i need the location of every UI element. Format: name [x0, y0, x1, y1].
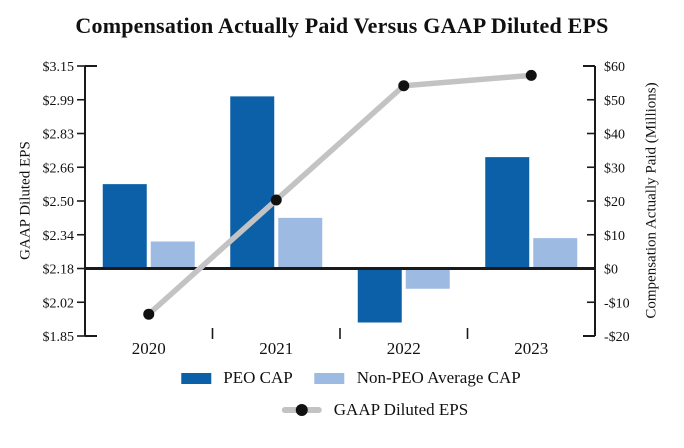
bar-non-peo-cap-2021 — [278, 217, 323, 269]
eps-marker-2021 — [270, 194, 282, 206]
legend-row-bars: PEO CAP Non-PEO Average CAP — [181, 368, 521, 388]
eps-line — [146, 72, 534, 317]
right-axis-tick-label: $20 — [604, 195, 625, 210]
right-axis-tick-label: $10 — [604, 229, 625, 244]
legend-label-peo-cap: PEO CAP — [223, 368, 293, 387]
left-axis-tick-label: $2.66 — [43, 161, 75, 176]
left-axis-tick-label: $2.99 — [43, 94, 75, 109]
left-axis-tick-label: $2.18 — [43, 263, 75, 278]
left-axis-tick-label: $2.02 — [43, 296, 75, 311]
right-axis-tick-label: -$10 — [604, 296, 630, 311]
bar-peo-cap-2021 — [230, 96, 275, 269]
left-y-axis-title: GAAP Diluted EPS — [17, 141, 34, 260]
x-axis-category-label: 2021 — [259, 339, 293, 358]
left-axis-tick-label: $2.83 — [43, 128, 75, 143]
bar-peo-cap-2020 — [102, 184, 147, 269]
bar-non-peo-cap-2023 — [533, 238, 578, 269]
bar-non-peo-cap-2022 — [405, 268, 450, 289]
legend-item-peo-cap: PEO CAP — [181, 368, 293, 388]
right-axis-tick-label: $30 — [604, 161, 625, 176]
bar-peo-cap-2023 — [485, 157, 530, 269]
right-y-axis-title: Compensation Actually Paid (Millions) — [643, 82, 660, 319]
bar-peo-cap-2022 — [357, 268, 402, 323]
legend-item-eps-line: GAAP Diluted EPS — [281, 400, 469, 420]
legend-line-marker-icon — [281, 404, 322, 416]
right-axis-tick-label: $50 — [604, 94, 625, 109]
left-axis-tick-label: $3.15 — [43, 60, 75, 75]
bar-non-peo-cap-2020 — [150, 241, 195, 269]
legend-label-non-peo-cap: Non-PEO Average CAP — [356, 368, 521, 387]
x-axis-category-label: 2022 — [387, 339, 421, 358]
legend-swatch-non-peo-cap — [314, 372, 345, 384]
legend-label-eps-line: GAAP Diluted EPS — [333, 400, 469, 419]
legend-marker-dot — [295, 404, 308, 416]
legend-item-non-peo-cap: Non-PEO Average CAP — [314, 368, 521, 388]
right-axis-tick-label: $0 — [604, 263, 618, 278]
eps-marker-2023 — [525, 69, 537, 81]
right-axis-tick-label: $40 — [604, 128, 625, 143]
left-axis-tick-label: $1.85 — [43, 330, 75, 345]
x-axis-category-label: 2020 — [132, 339, 166, 358]
eps-marker-2020 — [143, 308, 155, 320]
left-axis-tick-label: $2.50 — [43, 195, 75, 210]
legend-swatch-peo-cap — [181, 372, 212, 384]
x-axis-category-label: 2023 — [514, 339, 548, 358]
left-axis-tick-label: $2.34 — [43, 229, 75, 244]
legend-row-line: GAAP Diluted EPS — [281, 400, 469, 420]
eps-marker-2022 — [398, 80, 410, 92]
right-axis-tick-label: $60 — [604, 60, 625, 75]
chart-title: Compensation Actually Paid Versus GAAP D… — [75, 13, 609, 38]
right-axis-tick-label: -$20 — [604, 330, 630, 345]
